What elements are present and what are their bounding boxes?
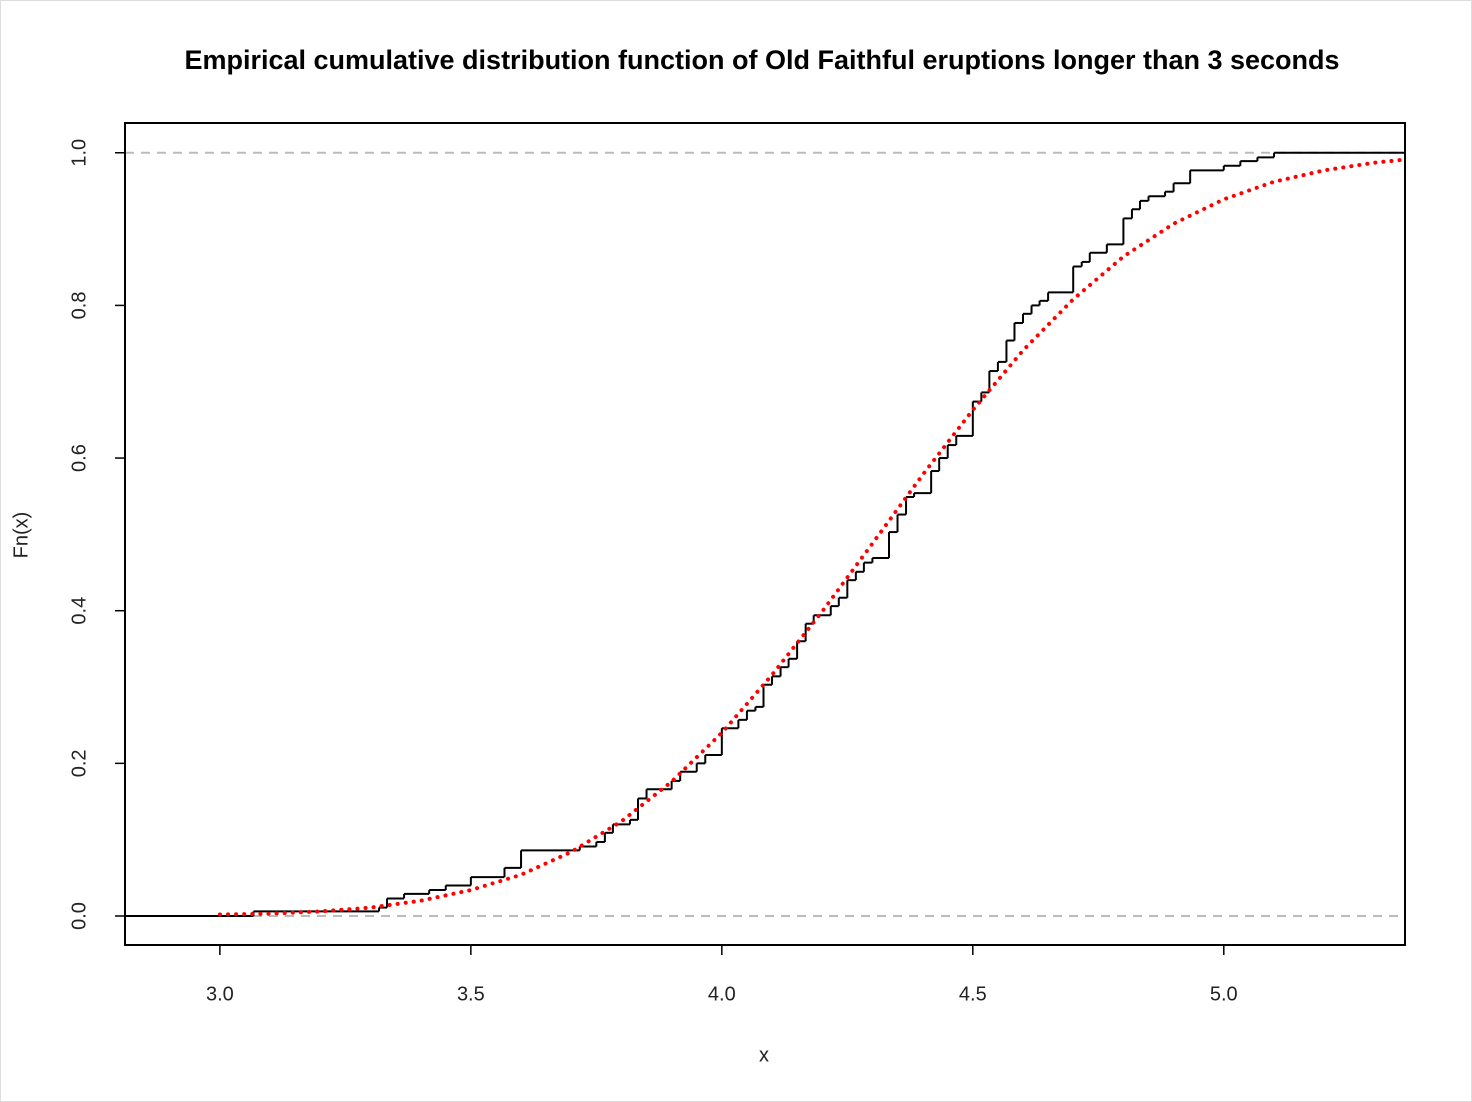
x-axis-label: x	[759, 1044, 769, 1066]
y-tick-label: 1.0	[68, 139, 90, 167]
x-tick-label: 4.5	[959, 983, 987, 1005]
y-tick-label: 0.0	[68, 902, 90, 930]
y-tick-label: 0.8	[68, 292, 90, 320]
y-axis-label: Fn(x)	[10, 512, 32, 559]
x-tick-label: 4.0	[708, 983, 736, 1005]
x-tick-label: 3.0	[206, 983, 234, 1005]
chart-title: Empirical cumulative distribution functi…	[184, 45, 1339, 75]
y-tick-label: 0.2	[68, 749, 90, 777]
y-tick-label: 0.6	[68, 444, 90, 472]
x-tick-label: 5.0	[1210, 983, 1238, 1005]
y-tick-label: 0.4	[68, 597, 90, 625]
x-tick-label: 3.5	[457, 983, 485, 1005]
plot-frame	[124, 122, 1406, 946]
fitted-curve	[217, 157, 1407, 917]
